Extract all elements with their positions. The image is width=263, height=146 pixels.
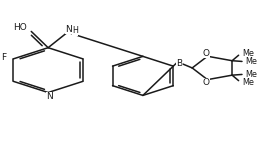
Text: Me: Me (246, 57, 257, 66)
Text: N: N (65, 25, 72, 34)
Text: F: F (1, 53, 6, 62)
Text: Me: Me (242, 49, 254, 58)
Text: B: B (176, 59, 182, 68)
Text: H: H (72, 26, 78, 35)
Text: N: N (46, 92, 53, 101)
Text: Me: Me (246, 70, 257, 79)
Text: Me: Me (242, 78, 254, 87)
Text: O: O (203, 78, 210, 87)
Text: O: O (203, 49, 210, 58)
Text: HO: HO (13, 23, 27, 32)
